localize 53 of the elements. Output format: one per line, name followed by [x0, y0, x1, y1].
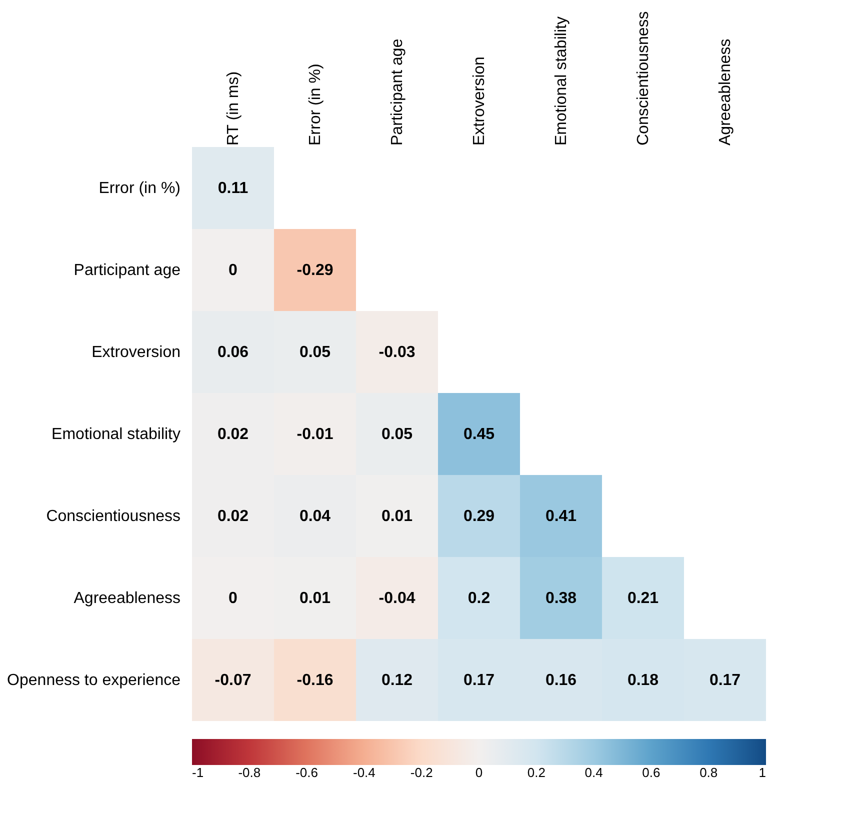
data-label: 0.12 [381, 672, 413, 689]
data-label: 0.41 [545, 508, 577, 525]
x-tick-label: Conscientiousness [635, 11, 652, 146]
x-tick-label: Participant age [389, 38, 406, 146]
color-bar-label: -1 [192, 765, 204, 780]
color-bar-label: -0.2 [410, 765, 433, 780]
x-tick-label: Agreeableness [717, 38, 734, 146]
data-label: 0.05 [299, 344, 331, 361]
data-label: 0.17 [709, 672, 741, 689]
color-bar-label: 0.6 [642, 765, 660, 780]
x-tick-label: Extroversion [471, 56, 488, 146]
color-bar-label: -0.8 [238, 765, 261, 780]
data-label: 0.38 [545, 590, 577, 607]
data-label: 0.04 [299, 508, 331, 525]
color-bar-label: 0.4 [584, 765, 603, 780]
data-label: 0.11 [218, 180, 248, 197]
data-label: 0.06 [217, 344, 249, 361]
data-label: 0 [228, 262, 238, 279]
color-bar-label: 0.2 [527, 765, 546, 780]
color-bar-label: 0.8 [700, 765, 718, 780]
data-label: 0.2 [468, 590, 490, 607]
color-bar-label: 0 [475, 765, 483, 780]
data-label: 0.17 [463, 672, 495, 689]
y-tick-label: Emotional stability [52, 426, 180, 443]
x-tick-label: RT (in ms) [225, 71, 242, 146]
x-tick-label: Emotional stability [553, 16, 570, 146]
data-label: 0.01 [381, 508, 413, 525]
y-tick-label: Conscientiousness [46, 508, 180, 525]
data-label: 0.01 [299, 590, 331, 607]
data-label: -0.16 [296, 672, 334, 689]
y-tick-label: Extroversion [92, 344, 180, 361]
color-bar-label: -0.4 [352, 765, 376, 780]
y-tick-label: Error (in %) [98, 180, 180, 197]
data-label: 0.02 [217, 426, 249, 443]
color-bar-label: -0.6 [296, 765, 318, 780]
y-tick-label: Participant age [74, 262, 181, 279]
data-label: 0.02 [217, 508, 249, 525]
data-label: 0.18 [627, 672, 659, 689]
y-tick-label: Openness to experience [7, 672, 181, 689]
data-label: 0.16 [545, 672, 577, 689]
data-label: -0.01 [296, 426, 334, 443]
data-label: -0.07 [214, 672, 252, 689]
data-label: -0.29 [296, 262, 334, 279]
data-label: 0.45 [463, 426, 495, 443]
y-tick-label: Agreeableness [74, 590, 180, 607]
data-label: -0.04 [378, 590, 416, 607]
data-label: 0.21 [627, 590, 659, 607]
data-label: 0 [228, 590, 238, 607]
data-label: 0.05 [381, 426, 413, 443]
color-bar-label: 1 [758, 765, 766, 780]
data-label: 0.29 [463, 508, 495, 525]
x-tick-label: Error (in %) [307, 64, 324, 146]
data-label: -0.03 [378, 344, 416, 361]
